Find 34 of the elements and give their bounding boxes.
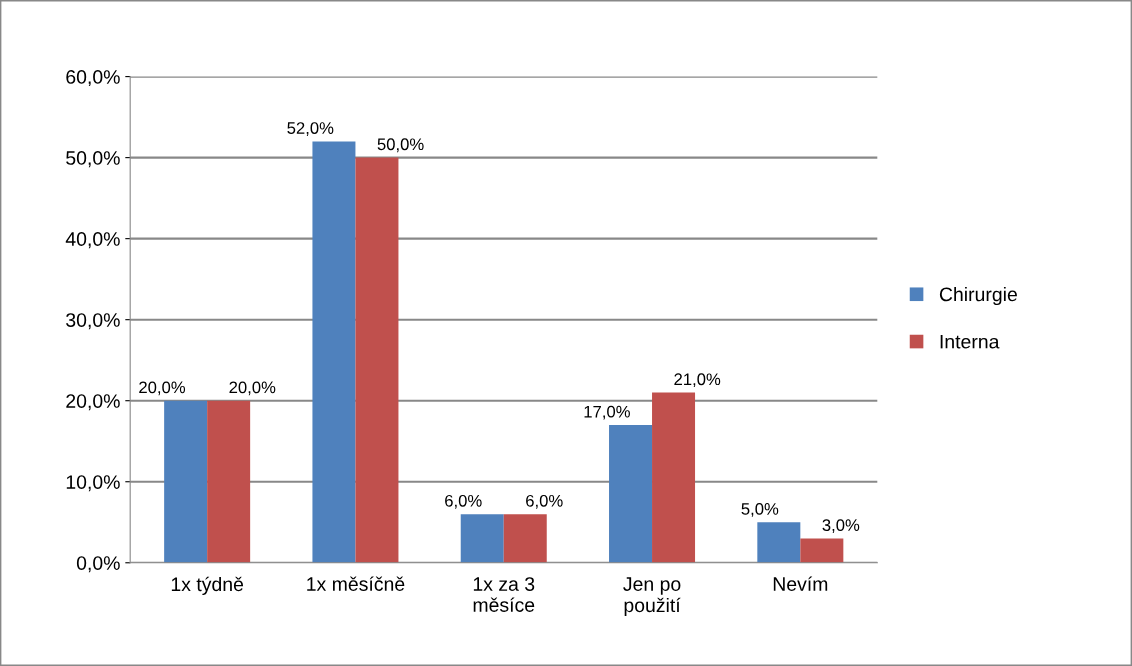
bar	[460, 514, 504, 563]
data-label: 6,0%	[445, 494, 482, 509]
data-label: 50,0%	[377, 138, 424, 153]
bar	[609, 425, 653, 563]
y-tick-label: 60,0%	[66, 70, 120, 87]
x-tick-label: 1x za 3 měsíce	[473, 577, 535, 612]
bar	[164, 400, 208, 563]
y-tick-label: 10,0%	[66, 475, 120, 492]
bar	[652, 392, 696, 563]
x-tick-label: 1x měsíčně	[307, 576, 405, 591]
y-tick-label: 30,0%	[66, 313, 120, 330]
x-tick-label: Nevím	[773, 576, 828, 591]
y-tick-label: 0,0%	[76, 556, 120, 573]
x-tick-label: 1x týdně	[171, 576, 244, 596]
data-label: 20,0%	[229, 381, 276, 396]
y-tick-label: 40,0%	[65, 232, 120, 249]
legend-label: Chirurgie	[939, 286, 1017, 306]
x-tick-label: Jen po použití	[623, 577, 681, 616]
data-label: 3,0%	[822, 519, 860, 533]
data-label: 52,0%	[287, 122, 334, 136]
y-tick-label: 50,0%	[66, 151, 120, 168]
bar	[312, 141, 356, 563]
bar	[503, 514, 547, 563]
y-tick-label: 20,0%	[66, 394, 120, 411]
bar	[757, 522, 801, 563]
legend-label: Interna	[940, 334, 1000, 349]
data-label: 6,0%	[526, 494, 563, 509]
bar	[207, 400, 251, 563]
data-label: 17,0%	[584, 405, 630, 420]
data-label: 5,0%	[741, 502, 779, 517]
data-label: 21,0%	[674, 373, 721, 388]
bar	[355, 157, 399, 563]
bar	[800, 538, 844, 563]
data-label: 20,0%	[139, 381, 186, 396]
